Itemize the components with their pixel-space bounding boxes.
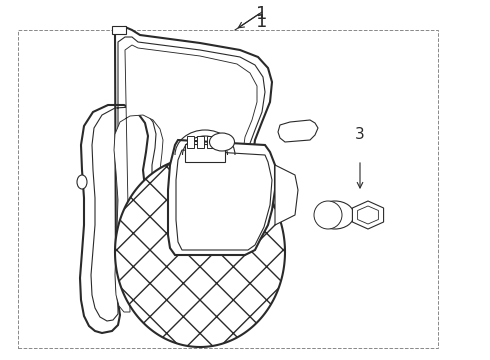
Text: 3: 3 — [355, 127, 365, 142]
Circle shape — [314, 201, 342, 229]
Bar — [18, 30, 438, 348]
Polygon shape — [352, 201, 384, 229]
Ellipse shape — [316, 201, 354, 229]
Text: 1: 1 — [256, 13, 268, 31]
Text: 1: 1 — [256, 5, 268, 23]
FancyBboxPatch shape — [112, 26, 126, 34]
Polygon shape — [80, 27, 272, 333]
FancyBboxPatch shape — [185, 144, 225, 162]
FancyBboxPatch shape — [197, 136, 204, 148]
Polygon shape — [114, 45, 257, 312]
Ellipse shape — [77, 175, 87, 189]
Ellipse shape — [210, 133, 235, 151]
FancyBboxPatch shape — [207, 136, 214, 148]
Text: 2: 2 — [215, 321, 225, 336]
Polygon shape — [115, 157, 285, 347]
Polygon shape — [275, 165, 298, 225]
Polygon shape — [278, 120, 318, 142]
Polygon shape — [168, 140, 275, 255]
FancyBboxPatch shape — [187, 136, 194, 148]
